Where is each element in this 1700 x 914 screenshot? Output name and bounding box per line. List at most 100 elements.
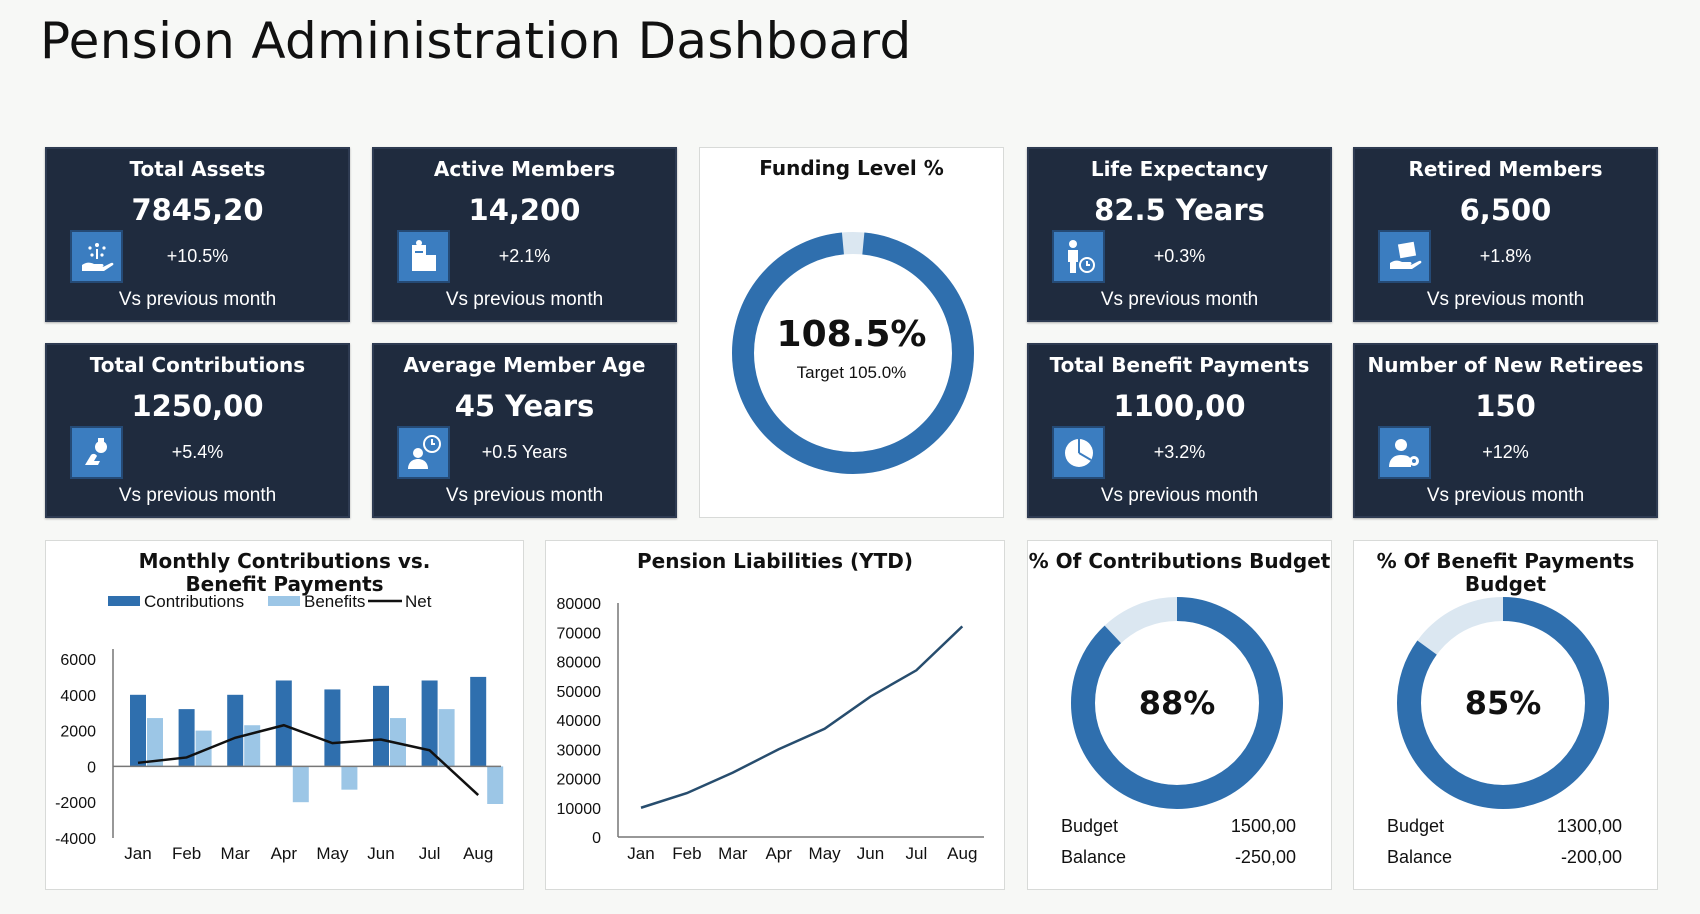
kpi-card-average-member-age: Average Member Age 45 Years +0.5 Years V…: [372, 343, 677, 518]
contributions-bar: [130, 694, 146, 767]
funding-level-title: Funding Level %: [759, 156, 944, 180]
balance-label: Balance: [1387, 847, 1453, 867]
x-tick-label: Jan: [124, 844, 151, 863]
kpi-title: Life Expectancy: [1090, 157, 1269, 181]
funding-target: Target 105.0%: [796, 363, 907, 382]
chart-title: Pension Liabilities (YTD): [637, 549, 913, 573]
kpi-card-total-benefit-payments: Total Benefit Payments 1100,00 +3.2% Vs …: [1027, 343, 1332, 518]
budget-label: Budget: [1387, 816, 1445, 836]
kpi-value: 82.5 Years: [1094, 193, 1265, 227]
y-tick-label: 0: [87, 759, 96, 776]
kpi-title: Number of New Retirees: [1367, 353, 1644, 377]
kpi-subtitle: Vs previous month: [118, 485, 277, 506]
kpi-title: Active Members: [433, 157, 616, 181]
y-tick-label: -4000: [55, 831, 96, 848]
contributions-bar: [227, 694, 244, 767]
x-tick-label: Feb: [672, 844, 701, 863]
benefits-bar: [341, 766, 358, 790]
kpi-card-retired-members: Retired Members 6,500 +1.8% Vs previous …: [1353, 147, 1658, 322]
budget-title: % Of Contributions Budget: [1028, 549, 1331, 573]
kpi-change: +10.5%: [166, 246, 229, 266]
legend-label: Net: [405, 592, 432, 611]
kpi-card-total-contributions: Total Contributions 1250,00 +5.4% Vs pre…: [45, 343, 350, 518]
monthly-contributions-chart: Monthly Contributions vs. Benefit Paymen…: [45, 540, 524, 890]
hand-coins-icon: [70, 230, 123, 283]
contributions-bar: [421, 680, 438, 767]
kpi-subtitle: Vs previous month: [1100, 485, 1259, 506]
budget-panel: % Of Benefit Payments Budget 85% Budget …: [1353, 540, 1658, 890]
y-tick-label: 20000: [557, 772, 602, 789]
x-tick-label: Jun: [857, 844, 884, 863]
kpi-change: +3.2%: [1153, 442, 1206, 462]
x-tick-label: Aug: [463, 844, 493, 863]
kpi-change: +5.4%: [171, 442, 224, 462]
x-tick-label: Mar: [718, 844, 748, 863]
x-tick-label: Apr: [765, 844, 792, 863]
y-tick-label: 2000: [60, 724, 96, 741]
user-clock-icon: [397, 426, 450, 479]
pie-chart-icon: [1052, 426, 1105, 479]
funding-value: 108.5%: [776, 314, 927, 355]
contributions-bar: [275, 680, 292, 767]
x-tick-label: Feb: [172, 844, 201, 863]
net-line: [137, 723, 480, 796]
contributions-bar: [324, 689, 341, 767]
x-tick-label: Jul: [906, 844, 928, 863]
benefits-bar: [147, 718, 163, 767]
y-tick-label: 0: [592, 830, 601, 847]
kpi-subtitle: Vs previous month: [1426, 485, 1585, 506]
x-tick-label: Jul: [419, 844, 441, 863]
balance-amount: -200,00: [1560, 847, 1622, 867]
kpi-subtitle: Vs previous month: [1100, 289, 1259, 310]
benefits-bar: [487, 766, 504, 804]
kpi-change: +2.1%: [498, 246, 551, 266]
kpi-title: Total Contributions: [89, 353, 306, 377]
contributions-bar: [178, 709, 195, 767]
funding-arc: [732, 232, 974, 474]
kpi-title: Total Benefit Payments: [1049, 353, 1310, 377]
x-tick-label: Jun: [367, 844, 394, 863]
kpi-title: Total Assets: [129, 157, 266, 181]
kpi-change: +1.8%: [1479, 246, 1532, 266]
kpi-card-number-of-new-retirees: Number of New Retirees 150 +12% Vs previ…: [1353, 343, 1658, 518]
balance-label: Balance: [1061, 847, 1127, 867]
balance-amount: -250,00: [1234, 847, 1296, 867]
kpi-subtitle: Vs previous month: [1426, 289, 1585, 310]
x-tick-label: Apr: [271, 844, 298, 863]
legend-swatch: [268, 596, 300, 606]
x-tick-label: Jan: [627, 844, 654, 863]
y-tick-label: -2000: [55, 795, 96, 812]
budget-label: Budget: [1061, 816, 1119, 836]
contributions-bar: [373, 685, 389, 767]
benefits-bar: [195, 730, 212, 767]
legend-swatch: [108, 596, 140, 606]
person-clock-icon: [1052, 230, 1105, 283]
kpi-value: 6,500: [1459, 193, 1552, 227]
kpi-change: +12%: [1482, 442, 1529, 462]
members-building-icon: [397, 230, 450, 283]
kpi-subtitle: Vs previous month: [118, 289, 277, 310]
y-tick-label: 6000: [60, 652, 96, 669]
kpi-title: Retired Members: [1408, 157, 1603, 181]
kpi-subtitle: Vs previous month: [445, 289, 604, 310]
budget-percent: 85%: [1464, 684, 1542, 722]
y-tick-label: 70000: [557, 625, 602, 642]
hand-document-icon: [1378, 230, 1431, 283]
kpi-value: 7845,20: [131, 193, 264, 227]
budget-amount: 1500,00: [1230, 816, 1296, 836]
kpi-change: +0.3%: [1153, 246, 1206, 266]
budget-amount: 1300,00: [1556, 816, 1622, 836]
contributions-bar: [470, 676, 487, 767]
kpi-change: +0.5 Years: [481, 442, 568, 462]
kpi-value: 1100,00: [1113, 389, 1246, 423]
kpi-value: 150: [1475, 389, 1536, 423]
legend-label: Benefits: [304, 592, 365, 611]
budget-percent: 88%: [1138, 684, 1216, 722]
user-badge-icon: [1378, 426, 1431, 479]
y-tick-label: 4000: [60, 688, 96, 705]
benefits-bar: [438, 709, 455, 767]
hand-moneybag-icon: [70, 426, 123, 479]
y-tick-label: 80000: [557, 596, 602, 613]
kpi-card-active-members: Active Members 14,200 +2.1% Vs previous …: [372, 147, 677, 322]
kpi-card-total-assets: Total Assets 7845,20 +10.5% Vs previous …: [45, 147, 350, 322]
